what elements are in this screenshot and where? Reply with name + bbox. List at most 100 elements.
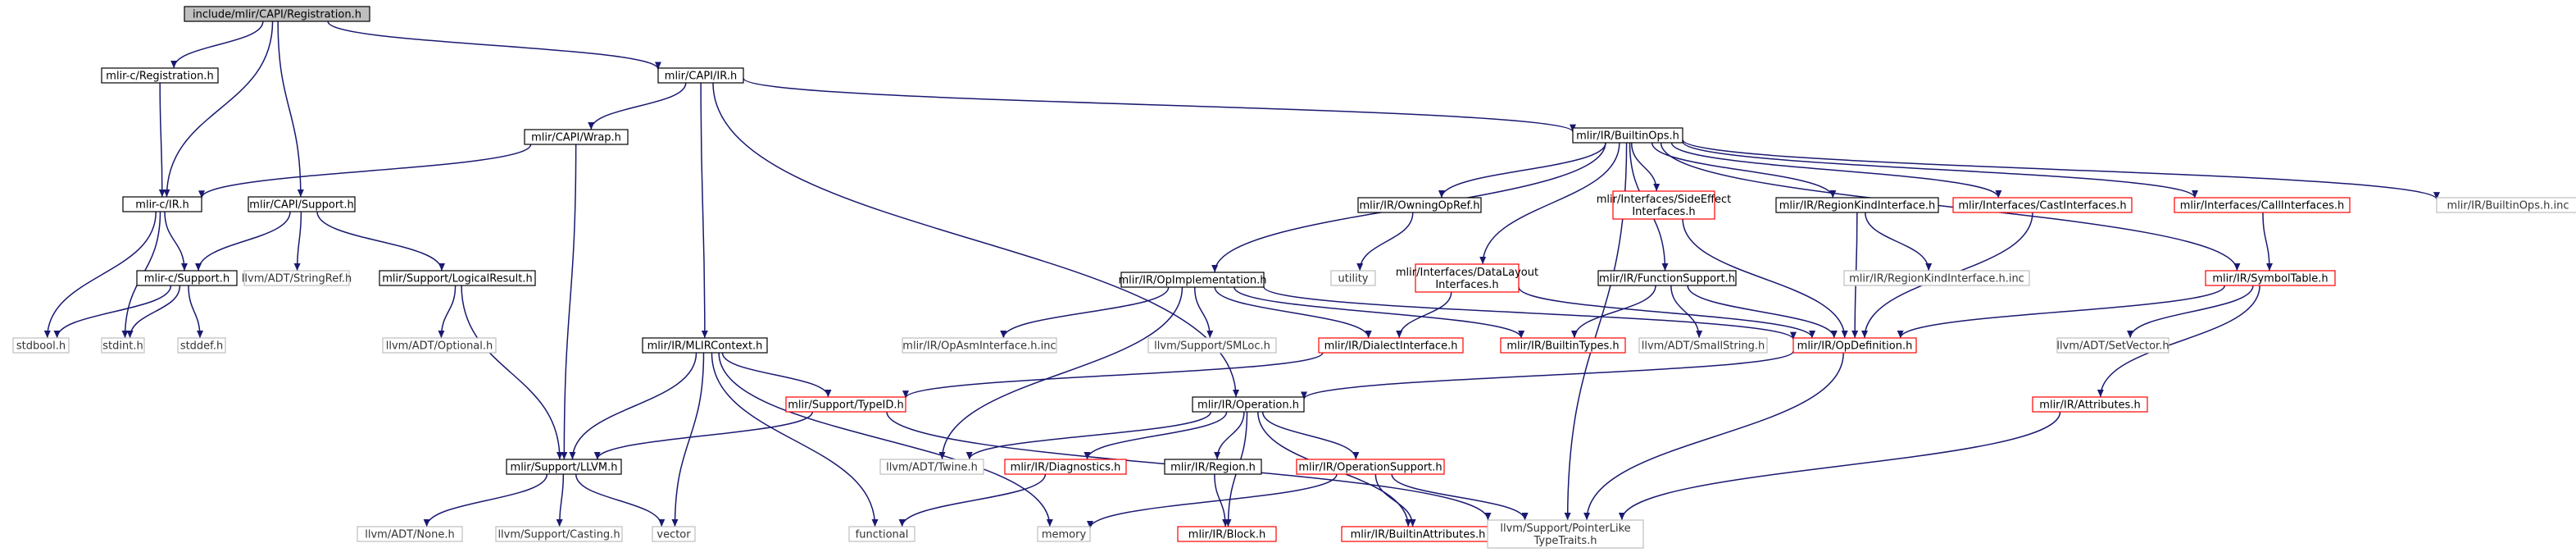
- edge-sideEffect-to-opDefinition: [1682, 218, 1848, 339]
- node-label-capiIR: mlir/CAPI/IR.h: [665, 71, 737, 83]
- node-label-functional: functional: [856, 529, 909, 541]
- node-label-dataLayout: mlir/Interfaces/DataLayout: [1396, 267, 1538, 279]
- node-label-twine: llvm/ADT/Twine.h: [886, 462, 978, 474]
- node-diagnostics[interactable]: mlir/IR/Diagnostics.h: [1004, 459, 1127, 475]
- edge-root-to-mlircReg: [170, 21, 264, 69]
- edge-llvmh-to-none: [423, 473, 548, 527]
- node-llvmh[interactable]: mlir/Support/LLVM.h: [506, 459, 622, 475]
- edge-typeid-to-llvmh: [593, 411, 814, 460]
- node-box-sideEffect: [1612, 190, 1715, 220]
- node-label-mlirContext: mlir/IR/MLIRContext.h: [647, 340, 763, 353]
- edge-capiSupport-to-mlircSupport: [195, 211, 291, 272]
- node-label-setVector: llvm/ADT/SetVector.h: [2056, 340, 2169, 353]
- node-optional: llvm/ADT/Optional.h: [382, 337, 497, 354]
- node-stdbool: stdbool.h: [12, 337, 70, 354]
- node-label-regionKindInc: mlir/IR/RegionKindInterface.h.inc: [1849, 273, 2024, 285]
- node-box-stringref: [243, 270, 350, 286]
- node-label-utility: utility: [1338, 273, 1369, 285]
- node-label-opImpl: mlir/IR/OpImplementation.h: [1119, 275, 1267, 287]
- node-builtinAttributes[interactable]: mlir/IR/BuiltinAttributes.h: [1341, 526, 1495, 542]
- node-label-symbolTable: mlir/IR/SymbolTable.h: [2212, 273, 2328, 285]
- edge-mlirContext-to-llvmh: [569, 352, 697, 460]
- node-opImpl[interactable]: mlir/IR/OpImplementation.h: [1119, 272, 1267, 288]
- node-box-vector: [652, 526, 696, 542]
- node-box-mlirContext: [642, 337, 768, 354]
- node-box-block: [1177, 526, 1277, 542]
- node-opDefinition[interactable]: mlir/IR/OpDefinition.h: [1792, 337, 1917, 354]
- edge-builtinOps-to-symbolTable: [1660, 142, 2241, 272]
- node-callInterfaces[interactable]: mlir/Interfaces/CallInterfaces.h: [2174, 197, 2351, 213]
- node-logicalResult[interactable]: mlir/Support/LogicalResult.h: [379, 270, 536, 286]
- node-label-attributes: mlir/IR/Attributes.h: [2039, 399, 2140, 412]
- node-castInterfaces[interactable]: mlir/Interfaces/CastInterfaces.h: [1952, 197, 2133, 213]
- node-symbolTable[interactable]: mlir/IR/SymbolTable.h: [2205, 270, 2336, 286]
- node-label-smloc: llvm/Support/SMLoc.h: [1154, 340, 1270, 353]
- edge-symbolTable-to-opDefinition: [1897, 285, 2226, 339]
- node-region[interactable]: mlir/IR/Region.h: [1164, 459, 1262, 475]
- node-typeid[interactable]: mlir/Support/TypeID.h: [785, 396, 906, 413]
- node-label-diagnostics: mlir/IR/Diagnostics.h: [1011, 462, 1121, 474]
- node-block[interactable]: mlir/IR/Block.h: [1177, 526, 1277, 542]
- node-capiWrap[interactable]: mlir/CAPI/Wrap.h: [524, 129, 629, 145]
- node-mlircReg[interactable]: mlir-c/Registration.h: [101, 67, 219, 84]
- node-regionKind[interactable]: mlir/IR/RegionKindInterface.h: [1775, 197, 1939, 213]
- node-mlircSupport[interactable]: mlir-c/Support.h: [136, 270, 238, 286]
- node-builtinTypes[interactable]: mlir/IR/BuiltinTypes.h: [1500, 337, 1626, 354]
- node-operationSupport[interactable]: mlir/IR/OperationSupport.h: [1296, 459, 1445, 475]
- node-stdint: stdint.h: [101, 337, 145, 354]
- node-box-opImpl: [1120, 272, 1265, 288]
- edge-operation-to-region: [1214, 411, 1245, 460]
- node-box-stdint: [101, 337, 145, 354]
- node-memory: memory: [1037, 526, 1091, 542]
- edge-logicalResult-to-llvmh: [461, 285, 563, 460]
- node-label-mlircSupport: mlir-c/Support.h: [144, 273, 229, 285]
- edge-mlircSupport-to-stdbool: [53, 285, 172, 339]
- node-label-callInterfaces: mlir/Interfaces/CallInterfaces.h: [2180, 200, 2345, 212]
- node-box-diagnostics: [1004, 459, 1127, 475]
- node-box-utility: [1330, 270, 1376, 286]
- node-label-castInterfaces: mlir/Interfaces/CastInterfaces.h: [1958, 200, 2126, 212]
- node-vector: vector: [652, 526, 696, 542]
- node-box-casting: [495, 526, 623, 542]
- edge-capiSupport-to-stringref: [293, 211, 302, 272]
- edge-mlircIR-to-stdbool: [43, 211, 157, 339]
- node-owningOpRef[interactable]: mlir/IR/OwningOpRef.h: [1357, 197, 1482, 213]
- node-label-smallString: llvm/ADT/SmallString.h: [1642, 340, 1765, 353]
- node-label-mlircIR: mlir-c/IR.h: [135, 199, 189, 212]
- node-label-capiWrap: mlir/CAPI/Wrap.h: [531, 132, 621, 144]
- edge-operation-to-diagnostics: [1084, 411, 1228, 460]
- edge-capiIR-to-builtinOps: [743, 77, 1576, 133]
- node-label-casting: llvm/Support/Casting.h: [497, 529, 620, 541]
- edge-capiIR-to-capiWrap: [588, 82, 687, 130]
- node-label-stdint: stdint.h: [102, 340, 143, 353]
- node-box-regionKindInc: [1843, 270, 2030, 286]
- edge-logicalResult-to-optional: [438, 285, 457, 339]
- node-label-stdbool: stdbool.h: [16, 340, 66, 353]
- node-capiIR[interactable]: mlir/CAPI/IR.h: [657, 67, 744, 84]
- node-label-builtinOpsInc: mlir/IR/BuiltinOps.h.inc: [2447, 200, 2569, 212]
- node-box-builtinOpsInc: [2436, 197, 2576, 213]
- node-box-capiIR: [657, 67, 744, 84]
- edge-builtinOps-to-owningOpRef: [1438, 142, 1606, 199]
- node-box-operationSupport: [1296, 459, 1445, 475]
- node-root[interactable]: include/mlir/CAPI/Registration.h: [184, 6, 370, 22]
- node-box-mlircIR: [122, 196, 202, 212]
- node-mlirContext[interactable]: mlir/IR/MLIRContext.h: [642, 337, 768, 354]
- node-capiSupport[interactable]: mlir/CAPI/Support.h: [248, 196, 356, 212]
- node-none: llvm/ADT/None.h: [357, 526, 463, 542]
- node-box-twine: [879, 459, 984, 475]
- node-functionSupport[interactable]: mlir/IR/FunctionSupport.h: [1597, 270, 1737, 286]
- node-label-region: mlir/IR/Region.h: [1170, 462, 1256, 474]
- node-dialectInterface[interactable]: mlir/IR/DialectInterface.h: [1318, 337, 1464, 354]
- node-label-sideEffect: mlir/Interfaces/SideEffect: [1597, 194, 1732, 206]
- edge-opDefinition-to-pointerLike: [1583, 352, 1844, 521]
- node-mlircIR[interactable]: mlir-c/IR.h: [122, 196, 202, 212]
- node-attributes[interactable]: mlir/IR/Attributes.h: [2032, 396, 2148, 413]
- edges-layer: [43, 21, 2440, 529]
- node-operation[interactable]: mlir/IR/Operation.h: [1192, 396, 1305, 413]
- edge-operationSupport-to-builtinAttributes: [1374, 473, 1416, 527]
- node-builtinOps[interactable]: mlir/IR/BuiltinOps.h: [1572, 127, 1683, 144]
